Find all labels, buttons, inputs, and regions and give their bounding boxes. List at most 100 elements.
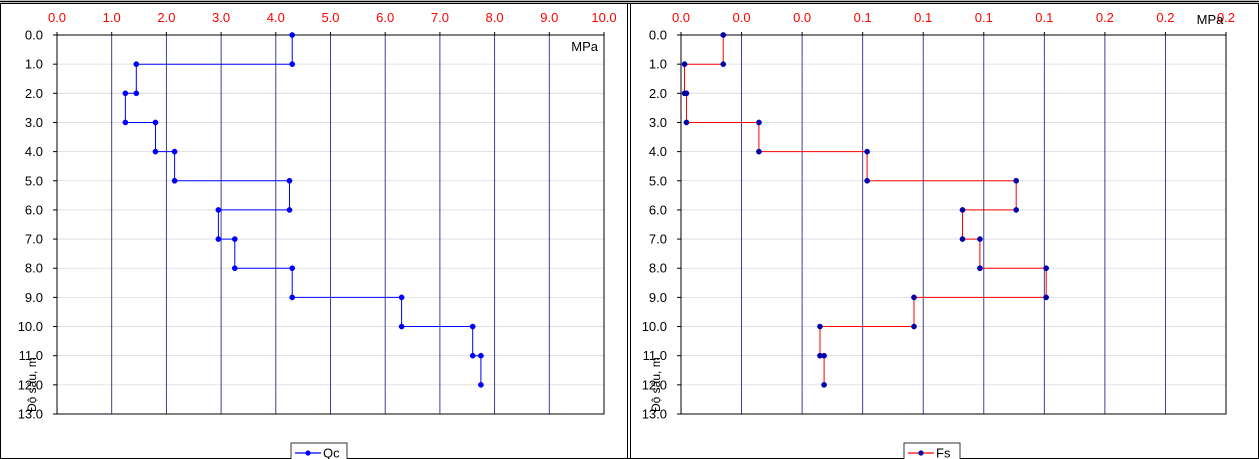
data-point	[683, 90, 690, 97]
y-tick-label: 10.0	[18, 319, 43, 334]
y-tick-label: 13.0	[642, 407, 667, 422]
outer-frame	[0, 3, 1259, 459]
legend-box	[903, 442, 961, 459]
y-tick-label: 4.0	[649, 144, 667, 159]
x-tick-label: 2.0	[157, 10, 175, 25]
data-point	[977, 236, 983, 242]
data-point	[1043, 294, 1050, 301]
x-tick-label: 0.0	[793, 10, 811, 25]
y-tick-label: 8.0	[649, 261, 667, 276]
data-point	[1013, 177, 1020, 184]
y-tick-label: 0.0	[649, 28, 667, 43]
legend-swatch-marker	[305, 450, 311, 456]
data-point	[478, 381, 484, 388]
data-point	[122, 90, 129, 97]
data-point	[977, 265, 983, 272]
data-point	[398, 294, 405, 301]
y-tick-label: 9.0	[649, 290, 667, 305]
y-tick-label: 13.0	[18, 407, 43, 422]
data-point	[911, 294, 917, 301]
y-tick-label: 3.0	[649, 115, 667, 130]
x-tick-label: 0.1	[914, 10, 932, 25]
data-point	[398, 323, 405, 330]
x-tick-label: 6.0	[376, 10, 394, 25]
x-unit-label: MPa	[571, 39, 599, 54]
y-tick-label: 12.0	[642, 377, 667, 392]
data-point	[122, 119, 129, 126]
data-point	[231, 236, 238, 242]
x-tick-label: 0.2	[1217, 10, 1235, 25]
data-point	[683, 119, 690, 126]
y-axis-title: Độ sâu, m	[25, 357, 39, 412]
data-point	[817, 323, 823, 330]
data-point	[959, 207, 966, 213]
x-tick-label: 10.0	[591, 10, 616, 25]
x-tick-label: 0.1	[854, 10, 872, 25]
data-point	[289, 265, 296, 272]
legend-box	[290, 442, 348, 459]
data-point	[215, 236, 222, 242]
y-tick-label: 5.0	[25, 173, 43, 188]
plot-area-frame	[680, 34, 1227, 415]
x-tick-label: 4.0	[267, 10, 285, 25]
y-tick-label: 11.0	[19, 348, 43, 363]
data-point	[756, 119, 762, 126]
x-tick-label: 0.0	[733, 10, 751, 25]
data-point	[152, 148, 159, 155]
x-tick-label: 5.0	[321, 10, 339, 25]
x-tick-label: 0.1	[975, 10, 993, 25]
y-tick-label: 2.0	[25, 86, 43, 101]
y-tick-label: 11.0	[643, 348, 667, 363]
chart-panel-1: 0.0 1.0 2.0 3.0 4.0 5.0 6.0 7.0 8.0 9.0 10.0 0.0 1.0…	[18, 10, 617, 459]
chart-panel-2: 0.0 0.0 0.0 0.1 0.1 0.1 0.1 0.2 0.2 0.2 0.0 1.0 2.0 3…	[642, 10, 1235, 459]
data-point	[133, 61, 140, 68]
data-point	[133, 90, 140, 97]
data-point	[864, 177, 870, 184]
y-tick-label: 0.0	[25, 28, 43, 43]
y-axis-title: Độ sâu, m	[649, 357, 663, 412]
y-tick-label: 4.0	[25, 144, 43, 159]
y-tick-label: 1.0	[649, 57, 667, 72]
data-point	[171, 177, 178, 184]
x-tick-label: 0.1	[1035, 10, 1053, 25]
data-point	[1043, 265, 1050, 272]
data-point	[469, 323, 476, 330]
y-tick-label: 12.0	[18, 377, 43, 392]
data-point	[289, 294, 296, 301]
x-tick-label: 3.0	[212, 10, 230, 25]
x-tick-label: 0.2	[1156, 10, 1174, 25]
data-point	[720, 61, 727, 68]
data-point	[286, 177, 293, 184]
data-point	[152, 119, 159, 126]
legend-label: Fs	[936, 446, 951, 459]
data-point	[681, 61, 688, 68]
legend: Fs	[903, 442, 961, 459]
y-tick-label: 10.0	[642, 319, 667, 334]
data-point	[756, 148, 762, 155]
y-tick-label: 3.0	[25, 115, 43, 130]
x-tick-label: 9.0	[540, 10, 558, 25]
y-tick-label: 6.0	[649, 202, 667, 217]
data-point	[821, 352, 827, 359]
x-tick-label: 0.0	[672, 10, 690, 25]
data-point	[959, 236, 966, 242]
x-unit-label: MPa	[1197, 12, 1225, 27]
x-tick-label: 7.0	[431, 10, 449, 25]
x-tick-label: 0.0	[48, 10, 66, 25]
data-point	[1013, 207, 1020, 213]
data-point	[911, 323, 917, 330]
y-tick-label: 2.0	[649, 86, 667, 101]
data-point	[289, 61, 296, 68]
legend-swatch-marker	[918, 450, 924, 456]
data-point	[215, 207, 222, 213]
y-tick-label: 9.0	[25, 290, 43, 305]
x-tick-label: 1.0	[103, 10, 121, 25]
data-point	[478, 352, 484, 359]
y-tick-label: 7.0	[25, 232, 43, 247]
data-point	[171, 148, 178, 155]
legend-label: Qc	[323, 446, 340, 459]
data-point	[289, 32, 296, 38]
y-tick-label: 6.0	[25, 202, 43, 217]
